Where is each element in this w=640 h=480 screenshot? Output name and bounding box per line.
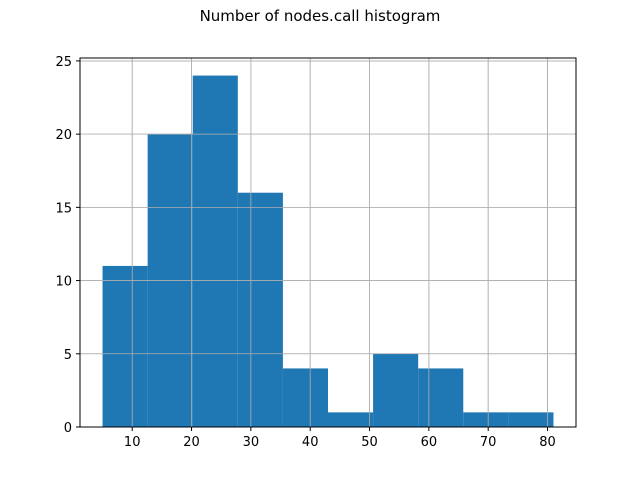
histogram-bar	[102, 265, 148, 427]
x-tick-label: 30	[243, 435, 260, 450]
plot-frame	[79, 57, 577, 428]
x-tick-label: 60	[421, 435, 438, 450]
y-tick-label: 20	[55, 128, 72, 143]
histogram-bar	[373, 353, 419, 427]
chart-title: Number of nodes.call histogram	[199, 7, 441, 25]
histogram-bar	[463, 412, 509, 427]
x-axis-ticks: 10 20 30 40 50 60 70 80	[124, 427, 556, 450]
y-tick-label: 15	[55, 201, 72, 216]
histogram-bar	[192, 75, 238, 428]
histogram-bar	[282, 368, 328, 427]
y-tick-label: 0	[64, 421, 72, 436]
histogram-bar	[237, 192, 283, 427]
histogram-bar	[328, 412, 374, 427]
histogram-bar	[508, 412, 554, 427]
y-axis-ticks: 0 5 10 15 20 25	[55, 55, 80, 436]
histogram-bar	[418, 368, 464, 427]
x-tick-label: 10	[124, 435, 141, 450]
x-tick-label: 40	[302, 435, 319, 450]
y-tick-label: 5	[64, 348, 72, 363]
grid-overlay	[80, 58, 576, 428]
x-tick-label: 80	[539, 435, 556, 450]
y-tick-label: 10	[55, 275, 72, 290]
histogram-bars	[102, 75, 554, 428]
x-tick-label: 20	[183, 435, 200, 450]
x-tick-label: 50	[361, 435, 378, 450]
y-tick-label: 25	[55, 55, 72, 70]
x-tick-label: 70	[480, 435, 497, 450]
